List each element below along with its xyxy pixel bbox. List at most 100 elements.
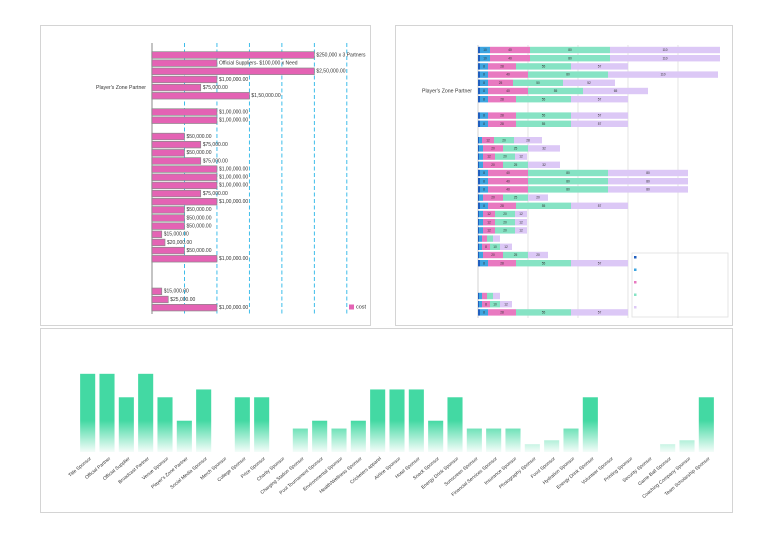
bar-segment [483,210,495,218]
bar-segment [610,46,720,54]
bar [151,181,218,190]
bar-segment [516,260,571,267]
data-label: $1,00,000.00 [219,118,248,124]
bar-segment [478,46,480,54]
bar-segment [488,87,528,95]
bar [138,373,154,452]
data-label: 55 [542,114,546,118]
data-label: $15,000.00 [164,289,189,295]
bar [80,373,96,452]
data-label: $1,00,000.00 [219,183,248,189]
bar-segment [488,169,528,177]
data-label: 20 [502,138,506,142]
bar-segment [515,210,527,218]
bar-segment [503,145,528,152]
bar-segment [490,301,500,308]
data-label: 80 [646,171,650,175]
bar-segment [515,219,527,226]
data-label: 20 [536,253,540,257]
bar-segment [480,202,488,209]
bar-segment [483,194,503,201]
bar-segment [490,55,530,62]
data-label: 8 [483,122,485,126]
data-label: 55 [554,89,558,93]
data-label: $50,000.00 [186,248,211,254]
bar-segment [608,169,688,177]
bar-segment [478,243,479,250]
data-label: 110 [662,48,667,52]
bar [151,246,185,255]
bar-segment [479,194,483,201]
bar [292,428,308,452]
bar [698,397,714,452]
bar-segment [495,219,515,226]
bar-segment [480,79,488,86]
bar-segment [528,145,560,152]
legend-marker [634,293,637,296]
bar [151,157,202,165]
data-label: 8 [483,179,485,183]
bar [99,373,115,452]
bar-segment [478,161,479,168]
bar-segment [478,251,479,259]
data-label: $1,50,000.00 [251,93,280,99]
bar-segment [516,112,571,119]
data-label: $1,00,000.00 [219,77,248,83]
bar-segment [488,202,516,209]
bar [312,420,328,452]
bar-segment [480,178,488,185]
data-label: $50,000.00 [186,215,211,221]
bar-segment [479,219,483,226]
bar-segment [494,137,514,144]
data-label: 8 [483,81,485,85]
bar-segment [608,178,688,185]
data-label: 12 [487,212,491,216]
data-label: $2,50,000.00 [316,69,345,75]
bar-segment [480,87,488,95]
data-label: $50,000.00 [186,223,211,229]
data-label: 12 [519,229,523,233]
bar [151,295,169,304]
bar-segment [482,292,487,300]
data-label: 40 [508,56,512,60]
bar-segment [478,292,479,300]
bar-segment [483,161,503,168]
bar-segment [528,251,548,259]
bar-segment [478,137,479,144]
bar [157,397,173,452]
data-label: 12 [519,155,523,159]
data-label: 50 [536,81,540,85]
bar-segment [478,202,480,209]
data-label: 20 [503,155,507,159]
data-label: $250,000 x 3 Partners [316,52,366,58]
bar-segment [483,219,495,226]
data-label: 25 [514,253,518,257]
data-label: 8 [483,97,485,101]
data-label: 8 [483,188,485,192]
bar [151,67,315,75]
data-label: 20 [503,229,507,233]
bar [486,428,502,452]
data-label: Official Suppliers- $100,000 x Need [219,60,298,66]
bar-segment [478,96,480,103]
data-label: 20 [491,147,495,151]
bar [151,51,315,59]
bar [234,397,250,452]
bar-segment [503,251,528,259]
bar [151,165,218,173]
bar [466,428,482,452]
bar-segment [479,235,482,242]
bar-segment [571,202,628,209]
data-label: 55 [542,204,546,208]
data-label: $25,000.00 [170,297,195,303]
data-label: 28 [500,204,504,208]
data-label: 20 [491,196,495,200]
data-label: 40 [508,48,512,52]
bar-segment [571,63,628,70]
bar [151,206,185,214]
bar-segment [608,71,718,78]
bar-segment [487,235,493,242]
bar-segment [478,63,480,70]
data-label: 8 [483,261,485,265]
bar-segment [478,227,479,234]
